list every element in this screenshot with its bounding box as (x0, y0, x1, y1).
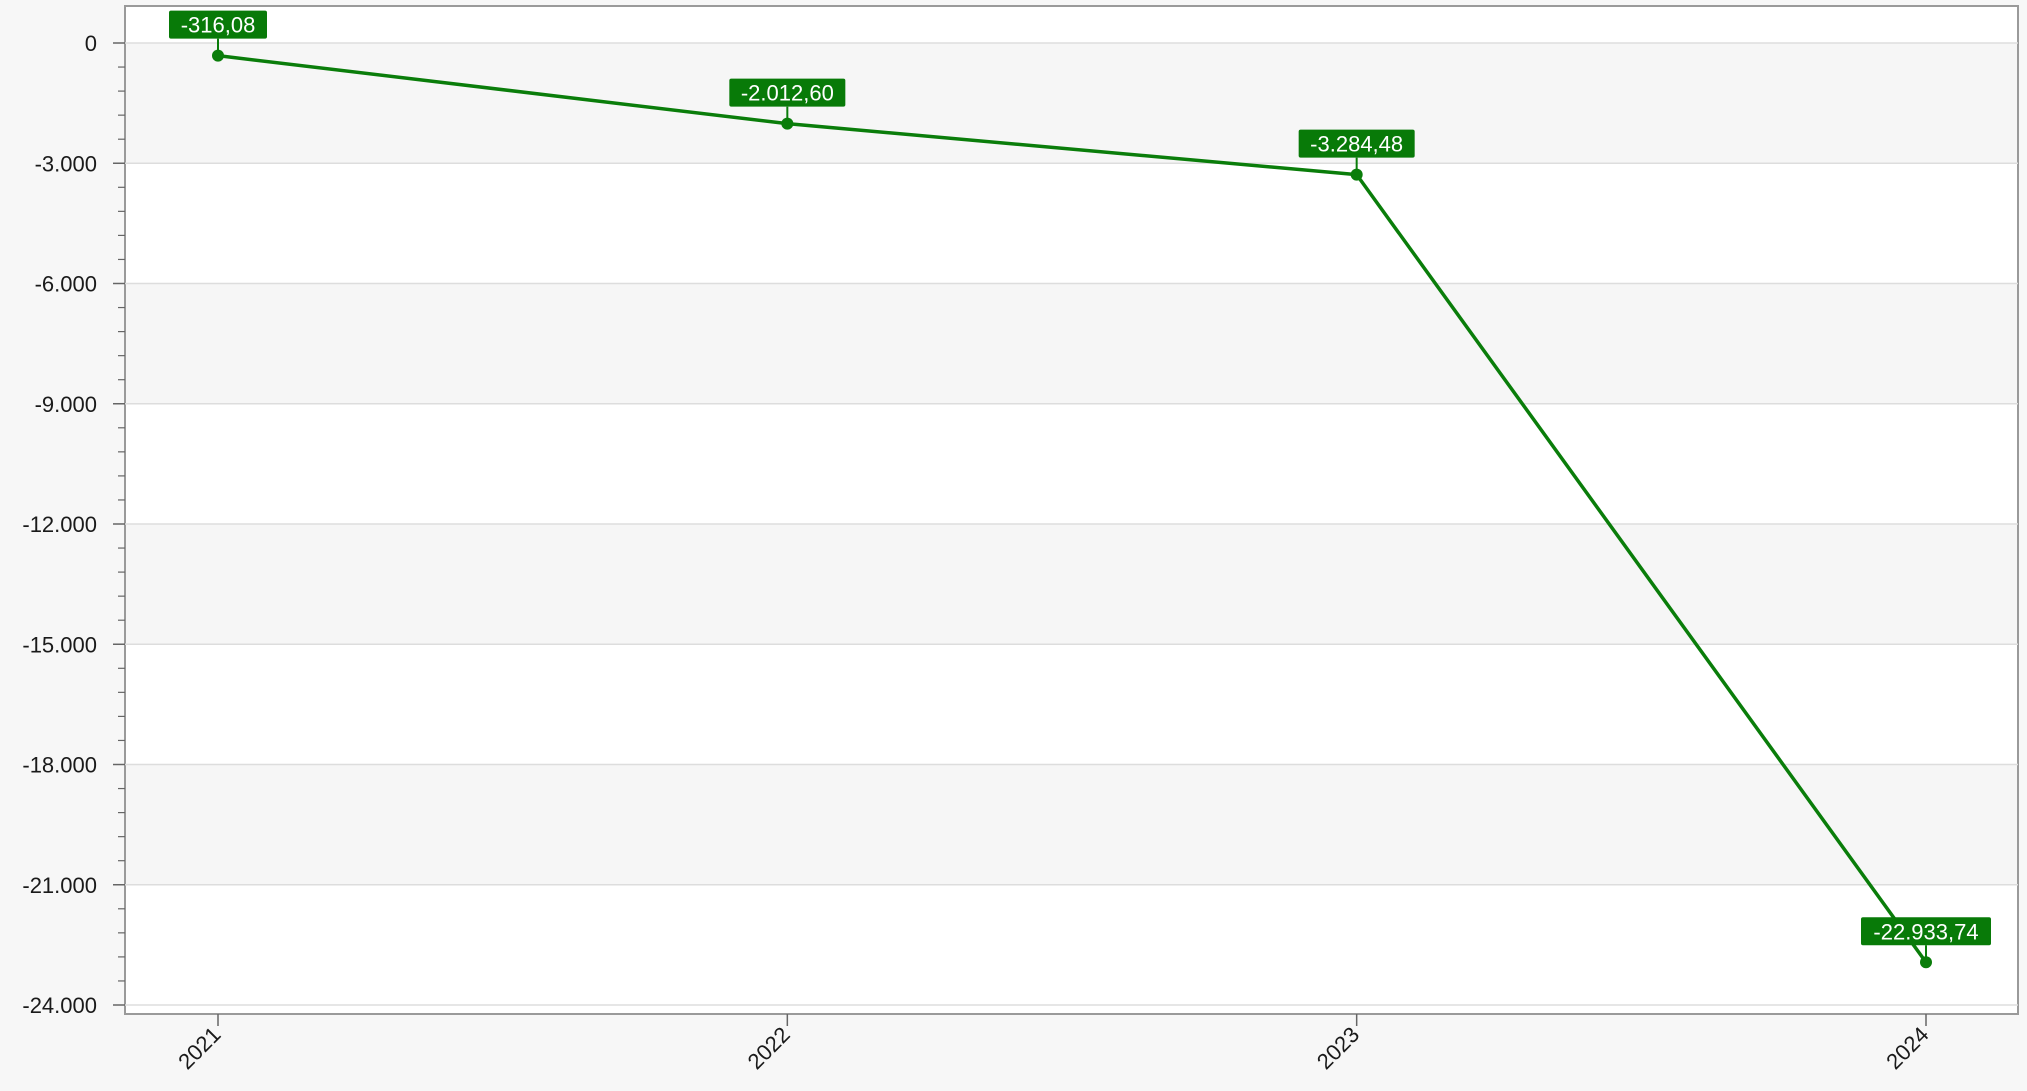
y-tick-label: -24.000 (22, 993, 97, 1018)
x-tick-label: 2021 (173, 1022, 225, 1074)
data-label: -2.012,60 (741, 81, 834, 106)
data-point (212, 49, 224, 62)
data-label: -22.933,74 (1873, 919, 1978, 944)
data-label: -3.284,48 (1310, 132, 1403, 157)
x-tick-label: 2022 (743, 1022, 795, 1074)
y-tick-label: -21.000 (22, 873, 97, 898)
y-tick-label: 0 (85, 31, 97, 56)
plot-area (124, 5, 2019, 1015)
y-tick-label: -12.000 (22, 512, 97, 537)
data-point (1920, 956, 1932, 969)
data-point (1350, 168, 1363, 181)
series-line (216, 53, 1928, 965)
plot-band (125, 163, 2018, 284)
plot-band (125, 884, 2018, 1005)
gridlines (125, 42, 2018, 1006)
data-label-box (1298, 129, 1415, 158)
y-tick-label: -6.000 (35, 272, 97, 297)
x-axis: 2021 2022 2023 2024 (173, 1014, 1934, 1074)
data-point (781, 117, 794, 130)
plot-band (125, 644, 2018, 765)
y-axis: 0 -3.000 -6.000 -9.000 -12.000 -15.000 -18.000… (22, 31, 125, 1018)
plot-band (125, 764, 2018, 885)
data-labels: -316,08 -2.012,60 -3.284,48 -22.933,74 (169, 10, 1991, 959)
data-label: -316,08 (181, 13, 256, 38)
y-tick-label: -3.000 (35, 151, 97, 176)
plot-band (125, 283, 2018, 404)
x-tick-label: 2023 (1312, 1022, 1364, 1074)
x-tick-label: 2024 (1881, 1022, 1933, 1074)
data-label-box (169, 10, 267, 39)
y-tick-label: -18.000 (22, 753, 97, 778)
plot-band (125, 43, 2018, 164)
series-line-group (212, 49, 1932, 969)
data-label-box (1861, 917, 1991, 946)
plot-band (125, 403, 2018, 524)
y-tick-label: -9.000 (35, 392, 97, 417)
y-tick-label: -15.000 (22, 632, 97, 657)
plot-frame (124, 5, 2019, 1015)
data-label-box (729, 78, 846, 107)
plot-band (125, 524, 2018, 645)
